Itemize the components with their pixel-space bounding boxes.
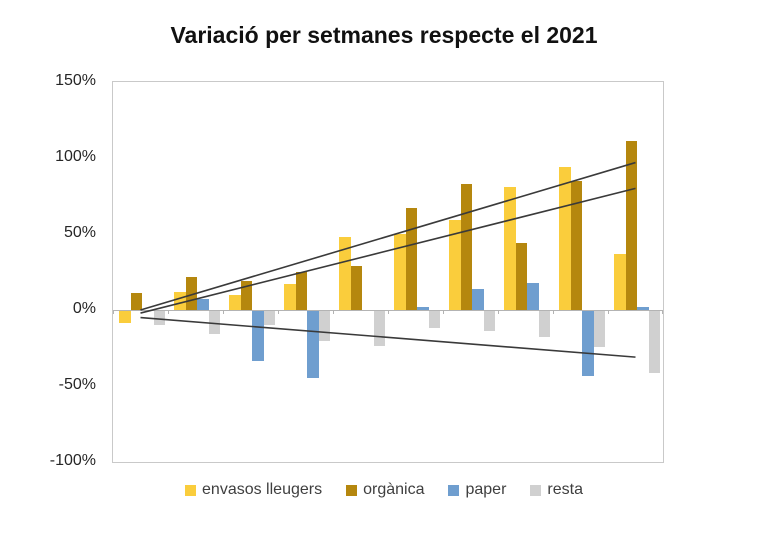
legend-item-paper: paper bbox=[448, 481, 506, 499]
y-tick-label: 100% bbox=[55, 148, 96, 165]
legend-item-resta: resta bbox=[530, 481, 583, 499]
bar-resta-w7 bbox=[483, 311, 495, 331]
legend-swatch-icon bbox=[530, 484, 542, 496]
bar-envasos-lleugers-w4 bbox=[284, 284, 296, 310]
y-tick-label: -100% bbox=[49, 452, 96, 469]
bar-paper-w7 bbox=[472, 288, 484, 310]
y-tick-label: -50% bbox=[58, 376, 96, 393]
y-tick-label: 0% bbox=[72, 300, 96, 317]
bar-envasos-lleugers-w1 bbox=[119, 311, 131, 324]
x-axis-tick bbox=[608, 311, 609, 314]
legend-label: envasos lleugers bbox=[202, 481, 323, 498]
bar-paper-w6 bbox=[417, 306, 429, 310]
bar-envasos-lleugers-w6 bbox=[394, 234, 406, 310]
bar-resta-w9 bbox=[593, 311, 605, 348]
bar-envasos-lleugers-w10 bbox=[614, 253, 626, 310]
trendlines-layer bbox=[140, 161, 636, 358]
bar-resta-w3 bbox=[263, 311, 275, 325]
y-tick-label: 50% bbox=[63, 224, 96, 241]
legend-swatch-icon bbox=[346, 484, 358, 496]
bar-paper-w4 bbox=[307, 311, 319, 378]
bar-orgànica-w8 bbox=[515, 243, 527, 310]
bar-envasos-lleugers-w7 bbox=[449, 220, 461, 310]
bar-resta-w2 bbox=[208, 311, 220, 334]
bar-orgànica-w7 bbox=[460, 183, 472, 310]
y-axis: 150% 100% 50% 0% -50% -100% bbox=[18, 72, 104, 469]
trendline-envasos-lleugers bbox=[140, 187, 636, 314]
bar-envasos-lleugers-w5 bbox=[339, 237, 351, 310]
y-tick-label: 150% bbox=[55, 72, 96, 89]
legend-item-envasos-lleugers: envasos lleugers bbox=[185, 481, 322, 499]
legend-label: paper bbox=[465, 481, 507, 498]
bar-paper-w2 bbox=[197, 299, 209, 310]
x-axis-tick bbox=[223, 311, 224, 314]
bar-envasos-lleugers-w8 bbox=[504, 186, 516, 310]
bar-resta-w4 bbox=[318, 311, 330, 342]
x-axis-tick bbox=[443, 311, 444, 314]
bar-envasos-lleugers-w2 bbox=[174, 291, 186, 310]
bar-paper-w8 bbox=[527, 282, 539, 310]
bar-orgànica-w1 bbox=[130, 293, 142, 310]
legend-item-orgànica: orgànica bbox=[346, 481, 424, 499]
bar-resta-w10 bbox=[648, 311, 660, 374]
bar-orgànica-w6 bbox=[405, 208, 417, 310]
bar-resta-w1 bbox=[153, 311, 165, 325]
bar-paper-w3 bbox=[252, 311, 264, 362]
plot-area bbox=[112, 81, 664, 463]
bar-resta-w5 bbox=[373, 311, 385, 346]
bar-orgànica-w5 bbox=[350, 265, 362, 310]
legend-swatch-icon bbox=[185, 484, 197, 496]
bar-resta-w8 bbox=[538, 311, 550, 337]
bar-paper-w9 bbox=[582, 311, 594, 377]
legend-label: orgànica bbox=[363, 481, 425, 498]
chart-title: Variació per setmanes respecte el 2021 bbox=[170, 22, 598, 48]
x-axis-tick bbox=[662, 311, 663, 314]
x-axis-tick bbox=[388, 311, 389, 314]
bar-orgànica-w10 bbox=[625, 141, 637, 310]
legend: envasos lleugers orgànica paper resta bbox=[0, 481, 768, 499]
trendline-resta bbox=[140, 316, 636, 358]
bar-orgànica-w4 bbox=[295, 272, 307, 310]
zero-axis-line bbox=[113, 310, 663, 311]
x-axis-tick bbox=[553, 311, 554, 314]
bar-orgànica-w2 bbox=[185, 276, 197, 310]
x-axis-tick bbox=[168, 311, 169, 314]
x-axis-tick bbox=[113, 311, 114, 314]
bar-orgànica-w3 bbox=[240, 281, 252, 310]
x-axis-tick bbox=[498, 311, 499, 314]
bar-envasos-lleugers-w9 bbox=[559, 167, 571, 310]
bar-resta-w6 bbox=[428, 311, 440, 328]
x-axis-tick bbox=[278, 311, 279, 314]
legend-label: resta bbox=[547, 481, 583, 498]
legend-swatch-icon bbox=[448, 484, 460, 496]
bar-paper-w10 bbox=[637, 306, 649, 310]
x-axis-tick bbox=[333, 311, 334, 314]
bar-orgànica-w9 bbox=[570, 180, 582, 310]
trendline-orgànica bbox=[140, 161, 636, 311]
bar-envasos-lleugers-w3 bbox=[229, 294, 241, 310]
